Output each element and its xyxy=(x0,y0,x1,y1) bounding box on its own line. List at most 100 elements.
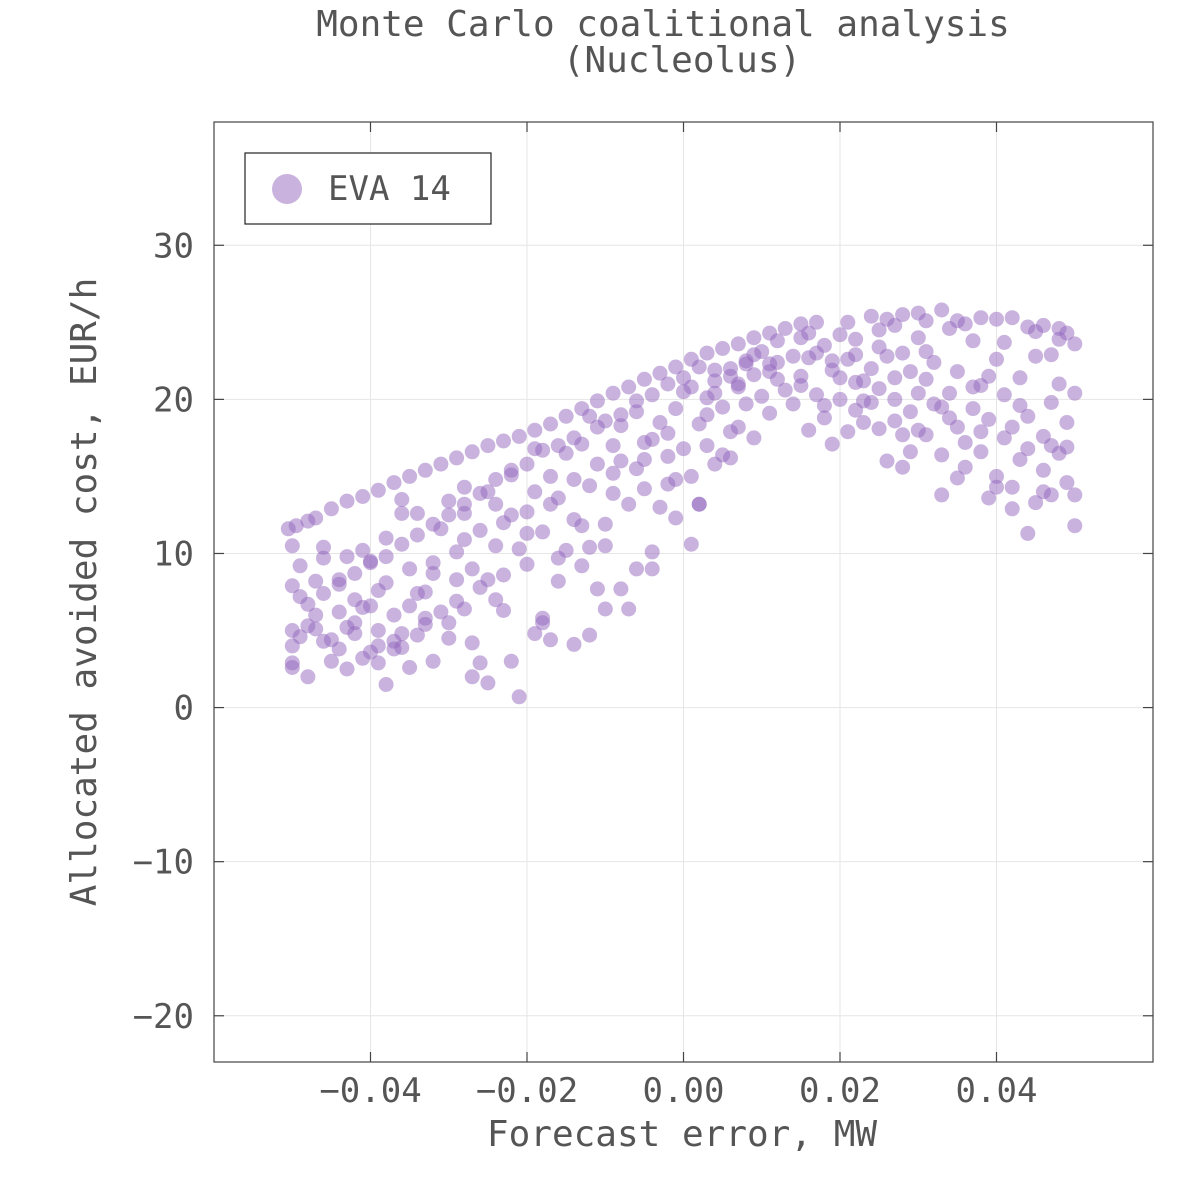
scatter-point xyxy=(989,479,1004,495)
scatter-point xyxy=(660,448,676,464)
scatter-point xyxy=(832,370,848,386)
scatter-point xyxy=(683,468,699,484)
scatter-point xyxy=(652,415,668,430)
scatter-point xyxy=(480,438,496,454)
scatter-point xyxy=(1067,518,1083,534)
x-tick-label: 0.02 xyxy=(799,1071,881,1111)
scatter-point xyxy=(621,379,637,395)
scatter-point xyxy=(535,442,551,458)
scatter-point xyxy=(910,385,926,401)
scatter-point xyxy=(511,689,527,705)
scatter-point xyxy=(550,438,566,454)
scatter-point xyxy=(605,385,621,401)
scatter-point xyxy=(292,558,308,574)
scatter-point xyxy=(1035,462,1051,478)
scatter-point xyxy=(409,586,425,601)
scatter-point xyxy=(871,381,887,397)
scatter-point xyxy=(488,472,504,487)
scatter-point xyxy=(707,373,723,389)
scatter-point xyxy=(902,444,918,460)
scatter-point xyxy=(918,371,934,387)
scatter-point xyxy=(957,316,973,332)
scatter-point xyxy=(1028,495,1044,511)
scatter-point xyxy=(449,450,465,466)
scatter-point xyxy=(378,549,394,565)
scatter-point xyxy=(660,425,676,441)
scatter-point xyxy=(989,311,1004,327)
scatter-point xyxy=(425,555,441,571)
scatter-point xyxy=(840,424,856,440)
scatter-point xyxy=(691,359,707,375)
scatter-point xyxy=(300,596,316,612)
scatter-point xyxy=(472,522,488,538)
scatter-point xyxy=(1028,348,1044,364)
scatter-point xyxy=(848,374,864,390)
scatter-point xyxy=(824,353,840,369)
scatter-point xyxy=(370,623,386,638)
scatter-point xyxy=(417,462,433,478)
scatter-point xyxy=(566,636,582,652)
scatter-point xyxy=(394,492,410,507)
scatter-point xyxy=(574,518,590,534)
scatter-point xyxy=(511,428,527,444)
scatter-point xyxy=(1043,438,1059,454)
scatter-point xyxy=(668,472,684,487)
scatter-point xyxy=(284,538,300,554)
scatter-point xyxy=(1035,484,1051,500)
scatter-point xyxy=(605,438,621,454)
scatter-point xyxy=(589,393,605,409)
legend: EVA 14 xyxy=(244,152,492,225)
scatter-point xyxy=(386,641,402,657)
scatter-point xyxy=(370,638,386,654)
scatter-point xyxy=(519,525,535,541)
scatter-point xyxy=(926,354,942,370)
chart-subtitle: (Nucleolus) xyxy=(563,40,801,81)
scatter-point xyxy=(1004,501,1020,517)
scatter-point xyxy=(331,576,347,592)
scatter-point xyxy=(300,669,316,685)
scatter-point xyxy=(856,415,871,430)
scatter-point xyxy=(793,378,809,393)
y-tick-label: 0 xyxy=(174,689,194,729)
scatter-point xyxy=(441,615,457,631)
scatter-point xyxy=(965,379,981,395)
scatter-point xyxy=(597,516,613,532)
scatter-point xyxy=(1059,475,1075,491)
plot-frame xyxy=(213,121,1154,1063)
x-tick-label: −0.04 xyxy=(319,1071,421,1111)
scatter-point xyxy=(527,422,543,438)
scatter-point xyxy=(809,345,824,361)
scatter-point xyxy=(496,603,511,618)
scatter-point xyxy=(535,615,551,631)
scatter-point xyxy=(942,385,957,401)
scatter-point xyxy=(394,626,410,642)
scatter-point xyxy=(777,382,793,398)
scatter-point xyxy=(456,532,472,548)
scatter-point xyxy=(284,638,300,654)
scatter-point xyxy=(582,539,598,555)
scatter-point xyxy=(996,430,1012,446)
scatter-point xyxy=(973,310,989,326)
scatter-point xyxy=(918,313,934,329)
scatter-point xyxy=(566,430,582,446)
scatter-point xyxy=(895,345,911,361)
scatter-point xyxy=(895,459,911,475)
scatter-point xyxy=(644,544,660,560)
scatter-point xyxy=(848,331,864,347)
scatter-point xyxy=(589,581,605,597)
scatter-point xyxy=(409,627,425,643)
scatter-point xyxy=(550,573,566,589)
scatter-point xyxy=(323,632,339,648)
scatter-point xyxy=(550,550,566,566)
scatter-point xyxy=(1067,385,1083,401)
scatter-point xyxy=(558,408,574,424)
scatter-point xyxy=(1012,370,1028,386)
scatter-point xyxy=(370,655,386,671)
scatter-point xyxy=(723,450,738,466)
scatter-point xyxy=(480,572,496,588)
scatter-point xyxy=(488,592,504,608)
scatter-point xyxy=(574,558,590,574)
scatter-point xyxy=(895,427,911,443)
scatter-point xyxy=(949,470,965,486)
